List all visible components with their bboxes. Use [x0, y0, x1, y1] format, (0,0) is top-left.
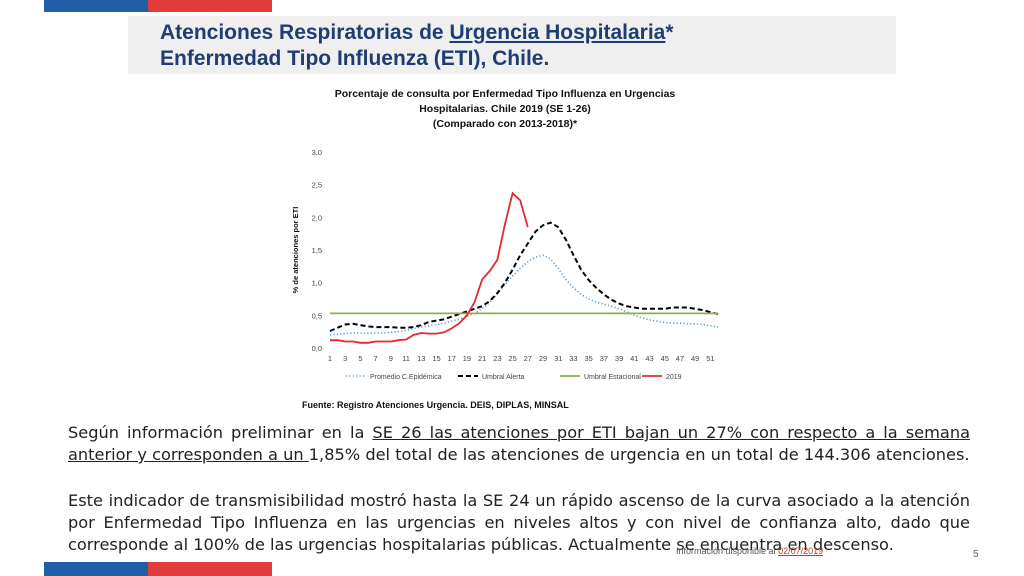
x-tick-label: 23 [493, 354, 501, 363]
y-tick-label: 1,5 [312, 246, 322, 255]
x-tick-label: 11 [402, 354, 410, 363]
flag-stripe-bottom [44, 562, 272, 576]
footnote: Información disponible al 02/07/2019 [676, 546, 823, 556]
x-tick-label: 9 [389, 354, 393, 363]
paragraph-1-part-1: Según información preliminar en la [68, 423, 373, 442]
x-tick-label: 7 [374, 354, 378, 363]
legend-item-umbral-alerta: Umbral Alerta [482, 374, 525, 381]
y-tick-label: 1,0 [312, 279, 322, 288]
x-tick-label: 13 [417, 354, 425, 363]
flag-stripe-blue [44, 0, 148, 12]
title-line-1: Atenciones Respiratorias de Urgencia Hos… [160, 20, 674, 46]
y-tick-label: 2,0 [312, 213, 322, 222]
title-line-1-post: * [665, 21, 674, 44]
y-tick-label: 0,0 [312, 344, 322, 353]
chart-title: Porcentaje de consulta por Enfermedad Ti… [300, 87, 710, 132]
x-tick-label: 15 [432, 354, 440, 363]
x-tick-label: 31 [554, 354, 562, 363]
paragraph-1-part-2: 1,85% del total de las atenciones de urg… [308, 445, 970, 464]
paragraph-1: Según información preliminar en la SE 26… [68, 422, 970, 466]
x-tick-label: 47 [676, 354, 684, 363]
title-link[interactable]: Urgencia Hospitalaria [449, 21, 666, 44]
page-number: 5 [973, 549, 979, 560]
x-tick-label: 3 [343, 354, 347, 363]
x-tick-label: 41 [630, 354, 638, 363]
x-tick-label: 45 [661, 354, 669, 363]
title-line-1-pre: Atenciones Respiratorias de [160, 21, 450, 44]
series-promedio-line [329, 254, 719, 336]
x-tick-label: 39 [615, 354, 623, 363]
x-tick-label: 37 [600, 354, 608, 363]
legend-item-umbral-estacional: Umbral Estacional [584, 374, 641, 381]
x-tick-label: 43 [645, 354, 653, 363]
chart-title-line-2: Hospitalarias. Chile 2019 (SE 1-26) [419, 103, 591, 115]
title-band [128, 16, 896, 74]
flag-stripe-blue-bottom [44, 562, 148, 576]
footnote-text: Información disponible al [676, 546, 779, 556]
legend-item-2019: 2019 [666, 374, 682, 381]
footnote-date: 02/07/2019 [778, 546, 824, 556]
x-tick-label: 21 [478, 354, 486, 363]
legend-item-promedio: Promedio C.Epidémica [370, 374, 442, 381]
x-tick-label: 51 [706, 354, 714, 363]
x-tick-label: 35 [584, 354, 592, 363]
slide-title: Atenciones Respiratorias de Urgencia Hos… [160, 20, 674, 72]
chart-source: Fuente: Registro Atenciones Urgencia. DE… [302, 400, 569, 410]
paragraph-2: Este indicador de transmisibilidad mostr… [68, 491, 970, 554]
y-tick-label: 0,5 [312, 311, 322, 320]
flag-stripe-red [148, 0, 272, 12]
x-tick-label: 33 [569, 354, 577, 363]
series-2019-line [330, 191, 529, 344]
series-umbral-alerta-line [329, 221, 719, 332]
y-axis-label: % de atenciones por ETI [291, 207, 300, 294]
chart-title-line-3: (Comparado con 2013-2018)* [432, 118, 578, 130]
flag-stripe-top [44, 0, 272, 12]
y-tick-label: 2,5 [312, 181, 322, 190]
x-tick-label: 17 [448, 354, 456, 363]
paragraph-1-underlined: SE 26 las atenciones por ETI bajan un 27… [68, 423, 970, 464]
chart-title-line-1: Porcentaje de consulta por Enfermedad Ti… [334, 88, 676, 100]
x-tick-label: 49 [691, 354, 699, 363]
y-tick-label: 3,0 [312, 148, 322, 157]
eti-line-chart: 0,00,51,01,52,02,53,01 3 5 7 9 11 13 15 17 19 21 23… [291, 148, 719, 381]
x-tick-label: 19 [463, 354, 471, 363]
x-tick-label: 25 [508, 354, 516, 363]
x-tick-label: 27 [524, 354, 532, 363]
x-tick-label: 1 [328, 354, 332, 363]
title-line-2: Enfermedad Tipo Influenza (ETI), Chile. [160, 47, 550, 70]
x-tick-label: 29 [539, 354, 547, 363]
flag-stripe-red-bottom [148, 562, 272, 576]
x-tick-label: 5 [358, 354, 362, 363]
